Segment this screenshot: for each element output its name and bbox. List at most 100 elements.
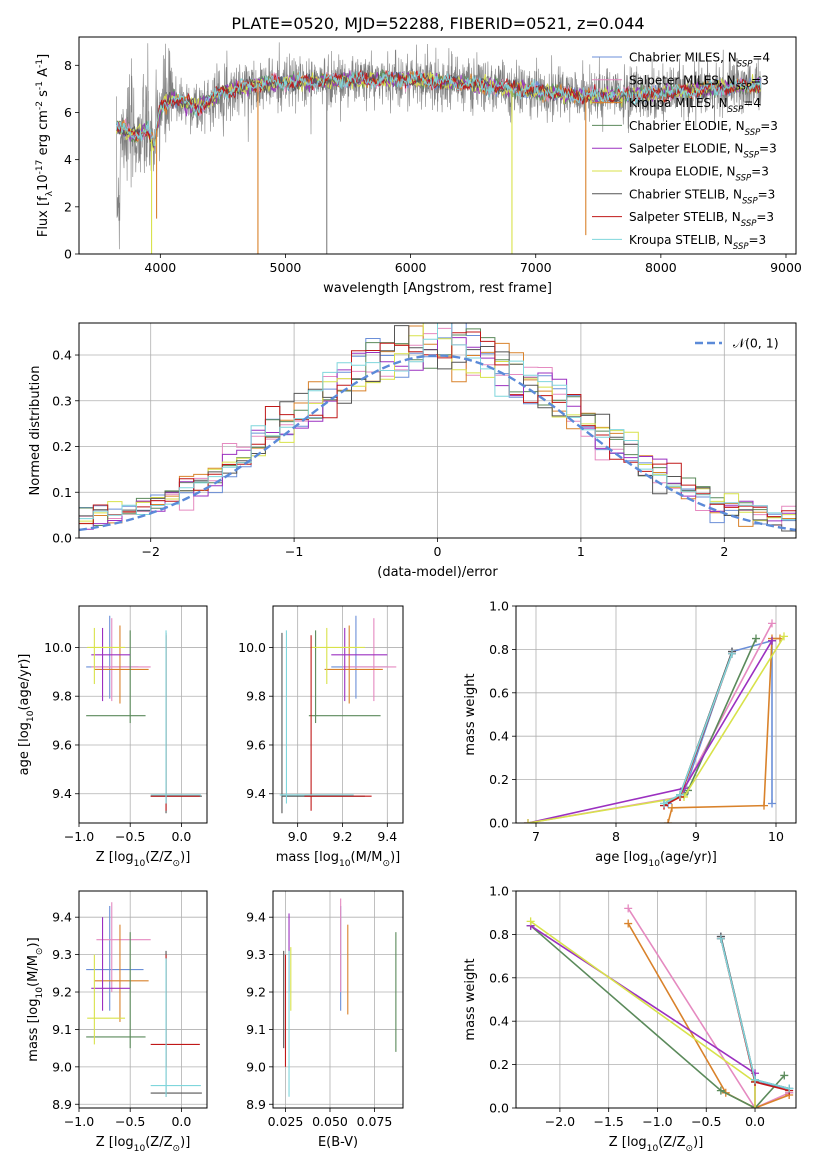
weight-point-marker bbox=[728, 649, 736, 658]
weight-point-marker bbox=[526, 917, 535, 926]
axes-frame bbox=[272, 890, 404, 1109]
axes-frame bbox=[78, 605, 208, 824]
grid-age_vs_Z bbox=[78, 606, 207, 823]
panel-residuals: −2 −1 0 1 2 0.0 0.1 0.2 0.3 0.4 (data-model)/error… bbox=[28, 322, 797, 580]
legend-label: Kroupa ELODIE, NSSP=3 bbox=[629, 165, 769, 184]
x-tick-label: 0 bbox=[434, 544, 442, 559]
weight-point-marker bbox=[785, 1084, 794, 1093]
x-tick-label: −2.0 bbox=[545, 1114, 575, 1129]
grid-age_vs_mass bbox=[273, 606, 403, 823]
y-tick-label: 9.1 bbox=[52, 1022, 72, 1037]
x-tick-label: −1.0 bbox=[642, 1114, 672, 1129]
weight-series-line bbox=[530, 925, 756, 1108]
y-tick-label: 9.1 bbox=[246, 1022, 266, 1037]
y-tick-label: 9.0 bbox=[246, 1059, 266, 1074]
weight-point-marker bbox=[780, 1071, 789, 1080]
x-tick-label: 0.050 bbox=[312, 1114, 348, 1129]
y-tick-label: 10.0 bbox=[238, 640, 266, 655]
legend-label: Salpeter STELIB, NSSP=3 bbox=[629, 210, 774, 229]
y-tick-label: 0.4 bbox=[52, 348, 72, 363]
x-axis-label: Z [log10(Z/Z⊙)] bbox=[96, 850, 191, 869]
y-tick-label: 9.3 bbox=[246, 947, 266, 962]
y-tick-label: 9.0 bbox=[52, 1059, 72, 1074]
spectrum-legend: Chabrier MILES, NSSP=4 Salpeter MILES, NS… bbox=[592, 51, 778, 252]
plot-area-age_vs_mass bbox=[279, 615, 397, 814]
y-tick-label: 0.2 bbox=[52, 439, 72, 454]
plot-area-weight_vs_Z bbox=[526, 904, 794, 1108]
y-tick-label: 4 bbox=[64, 152, 72, 167]
axes-frame bbox=[515, 890, 797, 1109]
plot-area-mass_vs_EBV bbox=[283, 898, 397, 1097]
y-axis-label: mass weight bbox=[463, 958, 478, 1040]
axes-frame bbox=[78, 322, 797, 539]
x-tick-label: 9.4 bbox=[377, 829, 397, 844]
y-tick-label: 0.0 bbox=[489, 1101, 509, 1116]
weight-series-line bbox=[530, 925, 785, 1108]
legend-label: Salpeter ELODIE, NSSP=3 bbox=[629, 142, 777, 161]
x-tick-label: −0.5 bbox=[115, 829, 145, 844]
y-tick-label: 9.4 bbox=[246, 786, 266, 801]
axes-frame bbox=[78, 890, 208, 1109]
x-tick-label: 6000 bbox=[395, 260, 427, 275]
x-tick-label: −0.5 bbox=[691, 1114, 721, 1129]
panel-age_vs_Z: −1.0 −0.5 0.0 9.4 9.6 9.8 10.0 Z [log10(Z/Z⊙)] a… bbox=[17, 605, 208, 869]
y-tick-label: 9.4 bbox=[246, 910, 266, 925]
figure-title: PLATE=0520, MJD=52288, FIBERID=0521, z=0… bbox=[231, 14, 644, 33]
y-tick-label: 1.0 bbox=[489, 599, 509, 614]
weight-point-marker bbox=[624, 919, 633, 928]
y-tick-label: 9.4 bbox=[52, 786, 72, 801]
grid-mass_vs_EBV bbox=[273, 891, 403, 1108]
x-tick-label: −0.5 bbox=[115, 1114, 145, 1129]
plot-area-age_vs_Z bbox=[86, 615, 202, 814]
plot-area-spectrum bbox=[116, 42, 762, 254]
y-tick-label: 6 bbox=[64, 105, 72, 120]
normal-curve bbox=[79, 354, 796, 532]
y-tick-label: 8.9 bbox=[52, 1097, 72, 1112]
x-tick-label: −1 bbox=[285, 544, 303, 559]
x-axis-label: Z [log10(Z/Z⊙)] bbox=[609, 1135, 704, 1154]
histogram-step bbox=[79, 323, 796, 520]
x-tick-label: 9.2 bbox=[333, 829, 353, 844]
y-tick-label: 0.6 bbox=[489, 685, 509, 700]
panel-age_vs_mass: 9.0 9.2 9.4 9.4 9.6 9.8 10.0 mass [log10(M/M⊙)] bbox=[238, 605, 404, 869]
weight-point-marker bbox=[660, 799, 668, 808]
x-tick-label: −2 bbox=[141, 544, 159, 559]
y-tick-label: 0.1 bbox=[52, 485, 72, 500]
plot-area-mass_vs_Z bbox=[86, 902, 202, 1097]
y-tick-label: 0.4 bbox=[489, 729, 509, 744]
y-tick-label: 9.8 bbox=[246, 689, 266, 704]
x-axis-label: Z [log10(Z/Z⊙)] bbox=[96, 1135, 191, 1154]
y-tick-label: 9.4 bbox=[52, 910, 72, 925]
legend-label: Chabrier ELODIE, NSSP=3 bbox=[629, 119, 778, 138]
axes-frame bbox=[272, 605, 404, 824]
y-axis-label: mass [log10(M/M⊙)] bbox=[26, 937, 45, 1061]
weight-point-marker bbox=[624, 904, 633, 913]
plot-area-residuals bbox=[79, 323, 796, 532]
x-tick-label: 9 bbox=[692, 829, 700, 844]
x-tick-label: 0.075 bbox=[357, 1114, 393, 1129]
weight-point-marker bbox=[524, 819, 532, 823]
x-tick-label: −1.0 bbox=[64, 829, 94, 844]
x-tick-label: 2 bbox=[720, 544, 728, 559]
x-tick-label: 8000 bbox=[645, 260, 677, 275]
plot-area-weight_vs_age bbox=[524, 619, 788, 823]
legend-label: Kroupa MILES, NSSP=4 bbox=[629, 96, 761, 115]
weight-point-marker bbox=[751, 1104, 760, 1108]
weight-series-line bbox=[663, 653, 733, 807]
y-axis-label: mass weight bbox=[463, 673, 478, 755]
legend-label: Chabrier MILES, NSSP=4 bbox=[629, 51, 770, 70]
weight-point-marker bbox=[664, 819, 672, 823]
x-axis-label: wavelength [Angstrom, rest frame] bbox=[323, 281, 552, 296]
y-tick-label: 2 bbox=[64, 199, 72, 214]
grid-mass_vs_Z bbox=[78, 891, 207, 1108]
x-tick-label: 0.025 bbox=[268, 1114, 304, 1129]
x-tick-label: 0.0 bbox=[171, 1114, 191, 1129]
histogram-step bbox=[79, 325, 796, 532]
model-spectrum-line bbox=[116, 70, 762, 147]
legend-label: Kroupa STELIB, NSSP=3 bbox=[629, 233, 766, 252]
x-tick-label: 0.0 bbox=[745, 1114, 765, 1129]
weight-point-marker bbox=[752, 634, 760, 643]
y-tick-label: 0.2 bbox=[489, 1057, 509, 1072]
y-tick-label: 0 bbox=[64, 247, 72, 262]
weight-point-marker bbox=[716, 934, 725, 943]
